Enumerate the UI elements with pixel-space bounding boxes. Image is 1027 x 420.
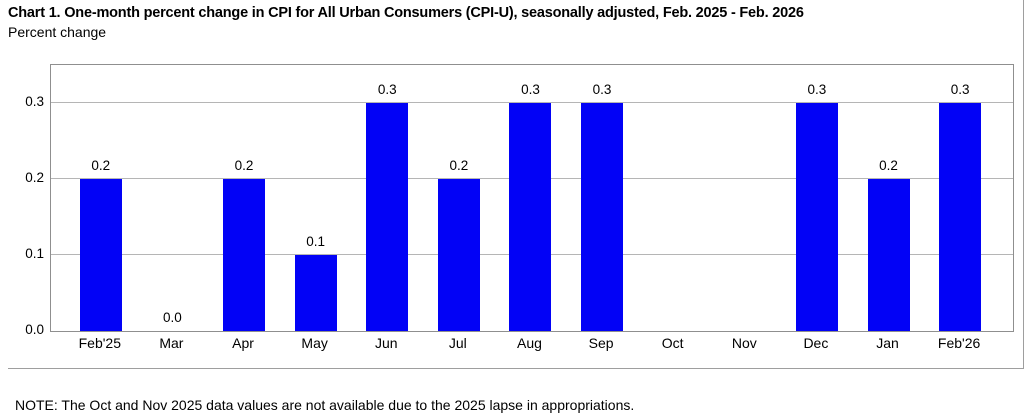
bar (79, 179, 122, 331)
bar-value-label: 0.3 (521, 82, 540, 97)
chart-note: NOTE: The Oct and Nov 2025 data values a… (15, 397, 635, 413)
bar-value-label: 0.2 (449, 158, 469, 173)
bar-slot: 0.3 (781, 65, 853, 331)
bar-slot: 0.2 (423, 65, 495, 331)
bar-value-label: 0.2 (234, 158, 254, 173)
plot-area: 0.2 0.0 0.2 0.1 0.3 0.2 0.3 0.3 0.3 0.2 0.3 (50, 64, 1014, 332)
bar-slot: 0.2 (208, 65, 280, 331)
x-tick-label: Dec (803, 335, 829, 351)
bar-slot (709, 65, 781, 331)
bar-slot: 0.2 (65, 65, 137, 331)
bar-value-label: 0.3 (807, 82, 827, 97)
x-tick-label: Feb'26 (937, 335, 981, 351)
x-tick-label: Jan (876, 335, 899, 351)
x-axis: Feb'25 Mar Apr May Jun Jul Aug Sep Oct Nov Dec Jan F… (64, 335, 995, 351)
x-tick-label: Jul (448, 335, 467, 351)
x-tick-label: Mar (159, 335, 184, 351)
x-tick-label: Feb'25 (78, 335, 121, 351)
bar (939, 103, 982, 331)
bar-value-label: 0.3 (377, 82, 397, 97)
x-tick-label: Jun (374, 335, 398, 351)
bar-slot: 0.3 (924, 65, 996, 331)
bar-slot: 0.3 (351, 65, 423, 331)
x-tick-label: Aug (517, 335, 542, 351)
bar-value-label: 0.3 (950, 82, 970, 97)
bar (223, 179, 266, 331)
bar-value-label: 0.1 (306, 234, 326, 249)
bar-slot: 0.3 (566, 65, 638, 331)
bar-slot: 0.2 (853, 65, 925, 331)
gridline (51, 102, 1013, 103)
bar-value-label: 0.2 (879, 158, 898, 173)
bar-slot: 0.1 (280, 65, 352, 331)
x-tick-label: Apr (232, 335, 254, 351)
y-tick-label: 0.2 (25, 170, 44, 185)
x-tick-label: Oct (661, 335, 684, 351)
y-axis-title: Percent change (8, 24, 107, 40)
bars-row: 0.2 0.0 0.2 0.1 0.3 0.2 0.3 0.3 0.3 0.2 0.3 (65, 65, 996, 331)
bar-value-label: 0.2 (91, 158, 111, 173)
bar (795, 103, 838, 331)
bar (366, 103, 409, 331)
x-tick-label: Sep (588, 335, 614, 351)
y-tick-label: 0.3 (25, 94, 44, 109)
bar-slot (638, 65, 710, 331)
bar-value-label: 0.3 (592, 82, 612, 97)
x-tick-label: Nov (731, 335, 757, 351)
bar (581, 103, 624, 331)
bar-slot: 0.3 (495, 65, 567, 331)
bar-slot: 0.0 (137, 65, 209, 331)
bar (294, 255, 337, 331)
y-tick-label: 0.0 (25, 322, 44, 337)
bar (867, 179, 910, 331)
bar (437, 179, 480, 331)
bar-value-label: 0.0 (163, 310, 182, 325)
x-tick-label: May (301, 335, 328, 351)
chart-title: Chart 1. One-month percent change in CPI… (8, 5, 804, 21)
y-tick-label: 0.1 (25, 246, 44, 261)
bar (509, 103, 552, 331)
